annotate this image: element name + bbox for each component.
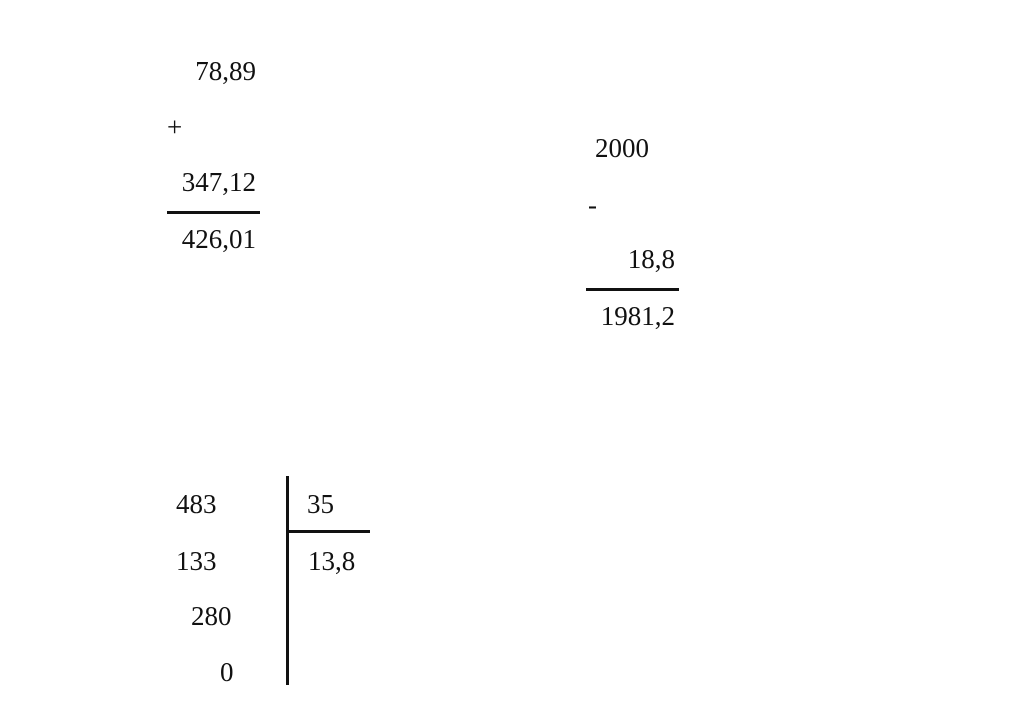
division-dividend: 483 bbox=[176, 489, 217, 519]
subtraction-result-line bbox=[586, 288, 679, 291]
subtraction-operator: - bbox=[588, 190, 597, 220]
division-divisor: 35 bbox=[307, 489, 334, 519]
subtraction-result: 1981,2 bbox=[600, 301, 675, 331]
addition-result-line bbox=[167, 211, 260, 214]
division-step-2: 280 bbox=[191, 601, 232, 631]
division-vertical-line bbox=[286, 476, 289, 685]
division-divisor-line bbox=[286, 530, 370, 533]
addition-result: 426,01 bbox=[181, 224, 256, 254]
subtraction-operand-1: 2000 bbox=[595, 133, 649, 163]
subtraction-operand-2: 18,8 bbox=[627, 244, 675, 274]
addition-operand-2: 347,12 bbox=[181, 167, 256, 197]
division-step-1: 133 bbox=[176, 546, 217, 576]
addition-operator: + bbox=[167, 112, 183, 142]
division-remainder: 0 bbox=[220, 657, 234, 687]
division-quotient: 13,8 bbox=[308, 546, 356, 576]
addition-operand-1: 78,89 bbox=[195, 56, 256, 86]
